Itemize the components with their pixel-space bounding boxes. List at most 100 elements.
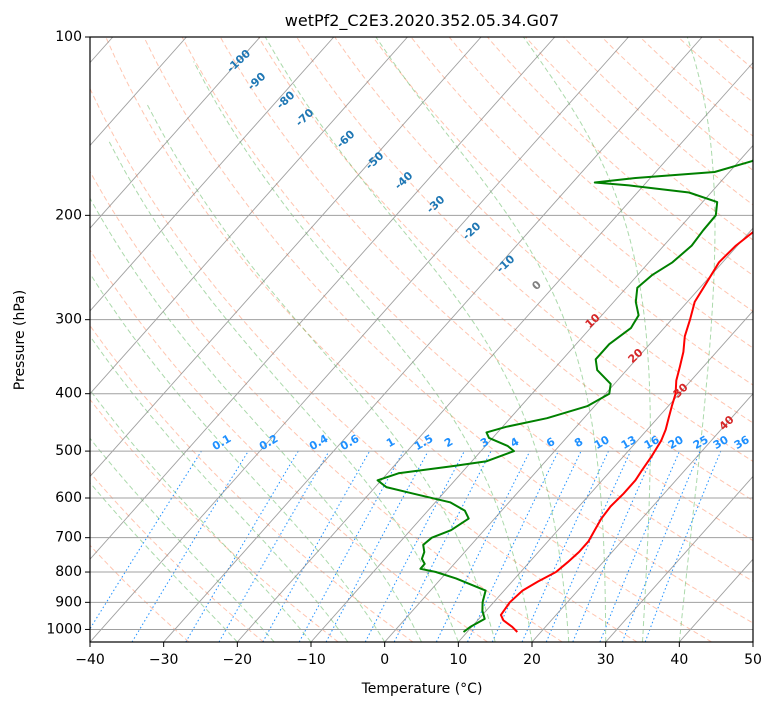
moist-adiabat — [90, 437, 275, 642]
mixing-ratio-label: 20 — [666, 433, 686, 452]
dry-adiabat — [90, 544, 190, 642]
dry-adiabat — [563, 37, 753, 206]
isotherm — [90, 37, 187, 147]
y-tick-label: 900 — [55, 594, 82, 610]
y-tick-label: 700 — [55, 530, 82, 546]
mixing-ratio-label: 16 — [642, 433, 662, 452]
dry-adiabat — [181, 37, 753, 582]
mixing-ratio-label: 0.6 — [338, 432, 362, 453]
dry-adiabat-label: -10 — [494, 252, 518, 275]
dry-adiabat — [143, 37, 753, 624]
mixing-ratio-line — [467, 450, 559, 642]
dry-adiabat — [639, 37, 753, 137]
isotherm — [384, 227, 753, 642]
mixing-ratio-line — [262, 450, 371, 642]
dry-adiabat — [448, 37, 753, 312]
isotherm — [752, 641, 753, 642]
moist-adiabat — [522, 37, 651, 642]
dry-adiabat-label: -70 — [293, 106, 317, 129]
dry-adiabat — [715, 37, 753, 70]
isobar-gridlines — [90, 36, 753, 630]
y-tick-label: 400 — [55, 386, 82, 402]
mixing-ratio-line — [621, 450, 701, 642]
isotherm — [605, 475, 753, 642]
mixing-ratio-line — [325, 450, 429, 642]
moist-adiabat — [90, 389, 312, 642]
isotherm — [90, 37, 408, 395]
mixing-ratio-label: 25 — [691, 433, 711, 452]
mixing-ratio-line — [545, 450, 632, 642]
x-axis: −40 −30 −20 −10 0 10 20 30 40 50 — [75, 642, 762, 668]
x-tick-label: 10 — [449, 652, 467, 668]
dry-adiabat — [410, 37, 753, 349]
x-tick-label: 30 — [597, 652, 615, 668]
dry-adiabat — [90, 324, 414, 642]
dry-adiabat — [90, 170, 563, 642]
dry-adiabat-label: 0 — [529, 278, 544, 293]
mixing-ratio-label: 8 — [572, 435, 585, 450]
dry-adiabat-label: -50 — [363, 149, 387, 172]
isotherm — [163, 37, 703, 642]
x-tick-label: −30 — [149, 652, 179, 668]
dry-adiabat-label: 40 — [717, 413, 737, 433]
x-tick-label: 0 — [380, 652, 389, 668]
dry-adiabat-label: 20 — [626, 346, 646, 366]
dry-adiabat-label: -40 — [392, 169, 416, 192]
mixing-ratio-label: 10 — [592, 433, 612, 452]
y-tick-label: 800 — [55, 564, 82, 580]
plot-frame — [89, 36, 754, 643]
isotherm — [90, 37, 482, 478]
mixing-ratio-line — [491, 450, 582, 642]
isotherm — [90, 37, 629, 642]
dry-adiabat — [601, 37, 753, 171]
x-tick-label: −20 — [223, 652, 253, 668]
y-tick-label: 300 — [55, 312, 82, 328]
dry-adiabat — [372, 37, 753, 386]
x-tick-label: 50 — [744, 652, 762, 668]
mixing-ratio-label: 0.4 — [307, 432, 331, 453]
dry-adiabat — [755, 37, 775, 642]
x-tick-label: 20 — [523, 652, 541, 668]
moist-adiabat — [108, 141, 459, 642]
mixing-ratio-label: 6 — [544, 435, 557, 450]
dry-adiabat-label: -30 — [424, 193, 448, 216]
x-tick-label: −10 — [296, 652, 326, 668]
dry-adiabat-label: -60 — [334, 127, 358, 150]
mixing-ratio-line — [599, 450, 680, 642]
isotherm — [531, 393, 753, 642]
y-tick-label: 100 — [55, 29, 82, 45]
dry-adiabat — [257, 37, 753, 502]
y-tick-label: 200 — [55, 207, 82, 223]
moist-adiabat — [264, 37, 570, 642]
dry-adiabat — [334, 37, 753, 424]
dry-adiabat — [219, 37, 753, 542]
mixing-ratio-label: 1 — [384, 435, 397, 450]
dry-adiabat — [90, 87, 638, 642]
dry-adiabat — [90, 249, 488, 642]
moist-adiabat — [90, 272, 386, 642]
x-axis-label: Temperature (°C) — [361, 681, 483, 697]
isotherm — [90, 37, 261, 229]
mixing-ratio-line — [644, 450, 722, 642]
y-axis: 100 200 300 400 500 600 700 800 900 1000 — [46, 29, 90, 637]
mixing-ratio-line — [572, 450, 656, 642]
isotherm — [236, 61, 753, 642]
sounding-profiles — [376, 159, 753, 633]
isotherm — [457, 310, 753, 642]
moist-adiabat — [193, 61, 533, 642]
dry-adiabat — [296, 37, 753, 462]
dry-adiabat — [677, 37, 753, 103]
temperature-line — [499, 230, 753, 633]
dry-adiabat-label: 10 — [583, 311, 603, 331]
y-axis-label: Pressure (hPa) — [12, 290, 28, 390]
dewpoint-line — [376, 159, 753, 633]
isotherm — [90, 37, 335, 312]
y-tick-label: 1000 — [46, 621, 82, 637]
x-tick-label: −40 — [75, 652, 105, 668]
isotherm — [310, 144, 753, 642]
y-tick-label: 500 — [55, 443, 82, 459]
isotherm — [90, 37, 556, 560]
mixing-ratio-line — [185, 450, 299, 642]
chart-title: wetPf2_C2E3.2020.352.05.34.G07 — [285, 11, 559, 31]
